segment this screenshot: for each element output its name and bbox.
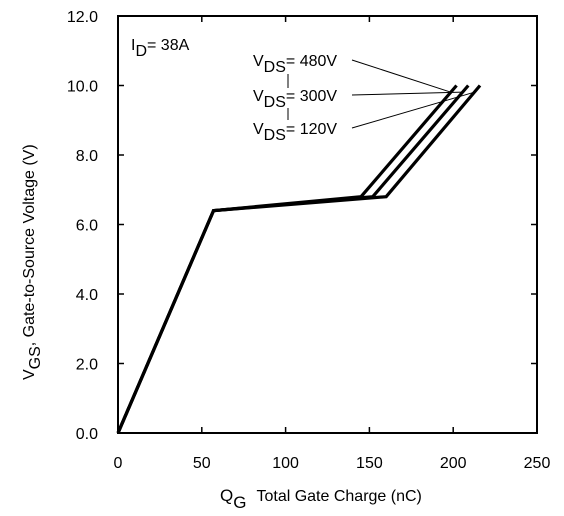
y-tick-label: 6.0 xyxy=(76,218,98,235)
series-label-1: VDS= 300V xyxy=(253,88,337,111)
x-tick-label: 150 xyxy=(356,455,383,472)
series-label-2: VDS= 480V xyxy=(253,53,337,76)
x-tick-label: 50 xyxy=(193,455,211,472)
tick-labels: 0 50 100 150 200 250 0.0 2.0 4.0 6.0 8.0 10.0 12.0 xyxy=(67,9,551,472)
series-labels: VDS= 480V VDS= 300V VDS= 120V xyxy=(253,53,337,144)
y-tick-label: 8.0 xyxy=(76,148,98,165)
y-tick-label: 10.0 xyxy=(67,79,98,96)
x-tick-label: 250 xyxy=(524,455,551,472)
y-tick-label: 4.0 xyxy=(76,287,98,304)
y-tick-label: 12.0 xyxy=(67,9,98,26)
series-label-0: VDS= 120V xyxy=(253,121,337,144)
x-tick-label: 200 xyxy=(440,455,467,472)
leader-line-1 xyxy=(351,91,463,96)
label-leader-lines xyxy=(287,59,475,129)
x-axis-label: QG Total Gate Charge (nC) xyxy=(220,486,422,512)
plot-frame xyxy=(117,15,538,434)
x-tick-label: 0 xyxy=(114,455,123,472)
series-lines xyxy=(116,84,482,434)
id-annotation: ID= 38A xyxy=(131,37,190,60)
y-tick-label: 2.0 xyxy=(76,357,98,374)
leader-line-2 xyxy=(351,59,451,93)
y-axis-label: VGS, Gate-to-Source Voltage (V) xyxy=(21,144,44,380)
series-line-2 xyxy=(116,84,458,434)
leader-line-0 xyxy=(351,91,475,129)
y-tick-label: 0.0 xyxy=(76,426,98,443)
x-tick-label: 100 xyxy=(272,455,299,472)
axis-ticks xyxy=(117,15,538,434)
